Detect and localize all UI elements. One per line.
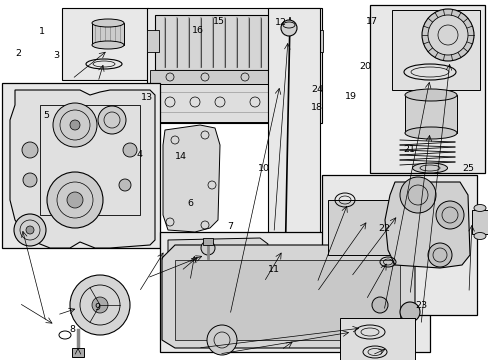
Polygon shape [163,125,220,232]
Ellipse shape [280,263,287,273]
Circle shape [399,177,435,213]
Bar [155,15,314,70]
Bar [40,105,140,215]
Text: 2: 2 [16,49,21,58]
Circle shape [435,201,463,229]
Circle shape [98,106,126,134]
Text: 23: 23 [415,301,427,310]
Bar [267,8,319,288]
Bar [404,318,414,332]
Text: 12: 12 [275,18,286,27]
Text: 24: 24 [310,85,322,94]
Ellipse shape [92,41,124,49]
Circle shape [427,243,451,267]
Polygon shape [162,245,414,348]
Bar [404,95,456,133]
Text: 14: 14 [175,152,186,161]
Circle shape [53,103,97,147]
Bar [175,260,399,340]
Text: 11: 11 [267,265,279,274]
Circle shape [70,275,130,335]
Polygon shape [384,182,469,268]
Circle shape [421,9,473,61]
Text: 19: 19 [345,92,356,101]
Text: 9: 9 [95,303,101,312]
Polygon shape [168,238,267,272]
Circle shape [201,241,215,255]
Bar [339,318,414,360]
Bar [72,348,84,357]
Circle shape [70,120,80,130]
Text: 16: 16 [192,26,203,35]
Ellipse shape [412,163,447,173]
Bar [150,70,319,84]
Circle shape [119,179,131,191]
Circle shape [26,226,34,234]
Text: 6: 6 [187,199,193,208]
Ellipse shape [473,204,485,212]
Bar [92,23,124,45]
Text: 1: 1 [39,27,44,36]
Text: 7: 7 [226,222,232,231]
Ellipse shape [404,89,456,101]
Text: 13: 13 [141,94,152,103]
Ellipse shape [92,19,124,27]
Circle shape [47,172,103,228]
Circle shape [22,142,38,158]
Circle shape [371,297,387,313]
Circle shape [23,173,37,187]
Circle shape [92,297,108,313]
Bar [391,10,479,90]
Bar [369,5,484,173]
Text: 15: 15 [213,17,224,26]
Text: 5: 5 [43,111,49,120]
Text: 25: 25 [462,164,473,173]
Bar [327,200,392,255]
Text: 22: 22 [377,224,389,233]
Bar [321,175,476,315]
Circle shape [14,214,46,246]
Bar [203,238,213,245]
Text: 21: 21 [403,145,415,154]
Circle shape [206,325,237,355]
Text: 4: 4 [136,150,142,159]
Circle shape [123,143,137,157]
Bar [2,83,160,248]
Text: 18: 18 [310,103,322,112]
Ellipse shape [404,127,456,139]
Circle shape [281,20,296,36]
Bar [62,8,148,80]
Circle shape [399,302,419,322]
Bar [160,232,429,352]
Bar [147,8,321,123]
Bar [310,30,323,52]
Bar [471,210,487,234]
Bar [152,84,319,122]
Text: 20: 20 [359,62,371,71]
Circle shape [427,15,467,55]
Text: 3: 3 [53,51,59,60]
Bar [147,30,159,52]
Circle shape [67,192,83,208]
Text: 8: 8 [69,325,75,334]
Ellipse shape [473,233,485,239]
Polygon shape [10,90,155,248]
Text: 17: 17 [365,17,377,26]
Text: 10: 10 [258,164,269,173]
